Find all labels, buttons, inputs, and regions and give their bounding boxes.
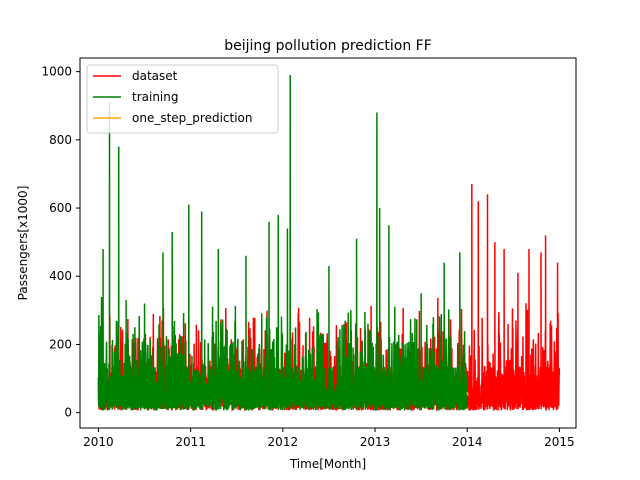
legend-frame bbox=[86, 64, 279, 134]
x-tick-label: 2011 bbox=[175, 435, 206, 449]
x-tick-label: 2013 bbox=[360, 435, 391, 449]
series-line-one_step_prediction bbox=[466, 391, 469, 396]
x-tick-label: 2014 bbox=[452, 435, 483, 449]
legend-label-dataset: dataset bbox=[132, 69, 178, 83]
y-tick-label: 400 bbox=[49, 269, 72, 283]
axes-frame bbox=[79, 57, 577, 429]
y-tick-label: 1000 bbox=[41, 65, 72, 79]
x-tick-label: 2012 bbox=[268, 435, 299, 449]
x-axis-label: Time[Month] bbox=[289, 457, 366, 471]
x-tick-label: 2015 bbox=[544, 435, 575, 449]
series-layer bbox=[97, 75, 561, 411]
y-axis-label: Passengers[x1000] bbox=[16, 186, 30, 301]
legend: dataset training one_step_prediction bbox=[86, 64, 279, 134]
x-tick-label: 2010 bbox=[83, 435, 114, 449]
legend-label-one_step_prediction: one_step_prediction bbox=[132, 111, 253, 125]
series-line-training bbox=[97, 75, 468, 411]
legend-label-training: training bbox=[132, 90, 179, 104]
y-tick-label: 0 bbox=[64, 406, 72, 420]
chart-title: beijing pollution prediction FF bbox=[224, 38, 432, 54]
x-axis: 2010 2011 2012 2013 2014 2015 bbox=[83, 428, 575, 449]
y-tick-label: 200 bbox=[49, 337, 72, 351]
y-tick-label: 600 bbox=[49, 201, 72, 215]
y-axis: 0 200 400 600 800 1000 bbox=[41, 65, 80, 420]
y-tick-label: 800 bbox=[49, 133, 72, 147]
